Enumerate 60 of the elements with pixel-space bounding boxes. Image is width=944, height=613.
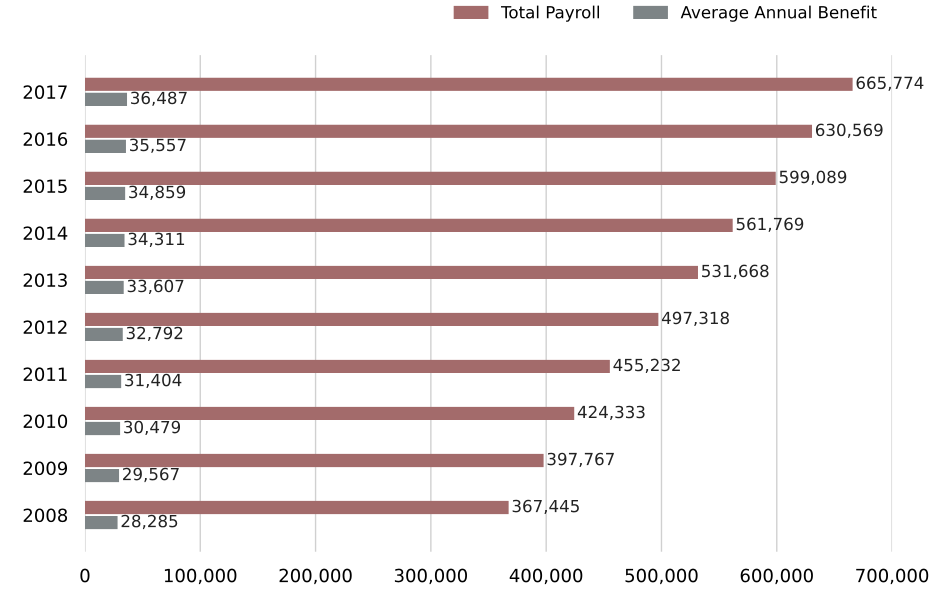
data-label: 33,607 bbox=[128, 280, 184, 294]
y-tick-label: 2010 bbox=[24, 414, 68, 428]
bar bbox=[84, 374, 122, 388]
bar bbox=[84, 92, 128, 106]
data-label: 455,232 bbox=[613, 358, 680, 373]
data-label: 599,089 bbox=[780, 170, 846, 185]
data-label: 29,567 bbox=[123, 468, 179, 482]
bar bbox=[84, 124, 812, 138]
bar bbox=[84, 172, 776, 185]
y-tick-label: 2017 bbox=[24, 85, 67, 99]
y-tick-label: 2008 bbox=[24, 508, 68, 522]
y-tick-label: 2012 bbox=[24, 320, 66, 334]
x-tick-label: 400,000 bbox=[510, 568, 582, 584]
y-tick-label: 2016 bbox=[24, 132, 68, 146]
bar bbox=[84, 186, 126, 200]
y-tick-label: 2014 bbox=[24, 226, 68, 240]
data-label: 34,311 bbox=[128, 232, 184, 247]
bar bbox=[84, 454, 544, 468]
data-label: 30,479 bbox=[124, 420, 180, 436]
legend-label: Average Annual Benefit bbox=[680, 6, 877, 22]
data-label: 424,333 bbox=[578, 406, 645, 420]
bar bbox=[84, 406, 574, 420]
data-label: 497,318 bbox=[662, 312, 729, 326]
bar bbox=[84, 266, 698, 279]
y-tick-label: 2013 bbox=[24, 273, 67, 288]
data-label: 367,445 bbox=[512, 500, 579, 514]
data-label: 36,487 bbox=[131, 92, 187, 106]
bar bbox=[84, 218, 733, 232]
x-tick-label: 100,000 bbox=[164, 568, 236, 584]
x-tick-label: 300,000 bbox=[394, 568, 467, 584]
data-label: 665,774 bbox=[856, 76, 924, 91]
y-tick-label: 2015 bbox=[24, 179, 67, 193]
bar bbox=[84, 468, 120, 482]
legend-label: Total Payroll bbox=[500, 6, 600, 22]
data-label: 31,404 bbox=[125, 374, 182, 388]
bar bbox=[84, 312, 658, 326]
y-tick-label: 2011 bbox=[24, 367, 67, 382]
x-tick-label: 500,000 bbox=[626, 568, 698, 584]
bar bbox=[84, 516, 118, 530]
y-tick-label: 2009 bbox=[24, 461, 68, 476]
data-label: 34,859 bbox=[129, 186, 186, 200]
data-label: 28,285 bbox=[122, 514, 178, 530]
bar bbox=[84, 328, 123, 342]
data-label: 531,668 bbox=[702, 264, 769, 279]
x-tick-label: 700,000 bbox=[856, 568, 928, 584]
data-label: 561,769 bbox=[736, 218, 804, 232]
bar bbox=[84, 500, 509, 514]
bar bbox=[84, 280, 124, 294]
data-label: 630,569 bbox=[816, 124, 883, 138]
data-label: 35,557 bbox=[130, 138, 186, 153]
bar bbox=[84, 422, 120, 436]
bar bbox=[84, 78, 853, 91]
x-tick-label: 200,000 bbox=[280, 568, 352, 584]
data-label: 32,792 bbox=[126, 326, 182, 342]
bar bbox=[84, 360, 610, 374]
data-label: 397,767 bbox=[548, 452, 614, 468]
bar bbox=[84, 140, 126, 153]
bar bbox=[84, 234, 125, 248]
x-tick-label: 600,000 bbox=[740, 568, 813, 584]
x-tick-label: 0 bbox=[80, 568, 90, 582]
